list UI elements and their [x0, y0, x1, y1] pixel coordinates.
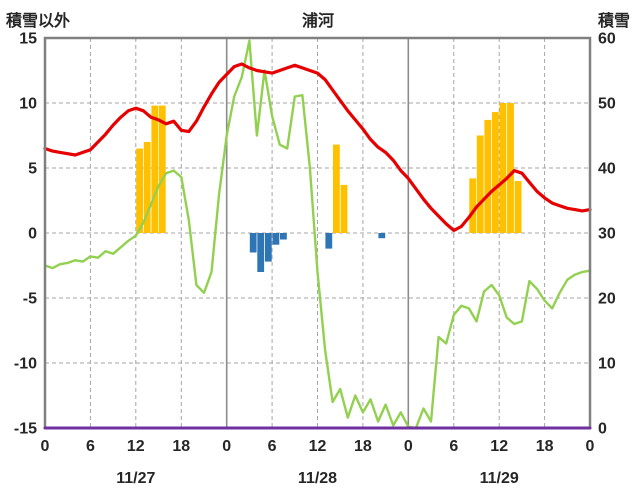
x-tick-label: 0 — [41, 438, 50, 455]
orange-bars — [340, 184, 348, 233]
right-axis-title: 積雪 — [597, 13, 630, 30]
left-tick-label: 5 — [28, 161, 37, 178]
orange-bars — [484, 119, 492, 233]
x-tick-label: 6 — [268, 438, 277, 455]
orange-bars — [151, 105, 159, 233]
orange-bars — [333, 144, 340, 233]
orange-bars — [143, 142, 151, 233]
left-tick-label: -10 — [14, 356, 37, 373]
x-tick-label: 0 — [222, 438, 231, 455]
right-tick-label: 50 — [598, 96, 616, 113]
left-tick-label: -5 — [23, 291, 37, 308]
blue-bars — [257, 233, 265, 272]
blue-bars — [325, 233, 333, 249]
red-line — [43, 62, 592, 232]
orange-bars — [136, 148, 143, 233]
left-axis-title: 積雪以外 — [6, 13, 71, 30]
orange-bars — [499, 103, 507, 233]
x-tick-label: 18 — [354, 438, 372, 455]
blue-bars — [280, 233, 287, 240]
orange-bars — [507, 103, 514, 233]
blue-bars — [249, 233, 257, 253]
orange-bars — [476, 135, 484, 233]
date-label: 11/27 — [116, 470, 155, 487]
x-tick-label: 0 — [404, 438, 413, 455]
right-tick-label: 20 — [598, 291, 616, 308]
left-tick-label: 15 — [19, 31, 37, 48]
orange-bars — [469, 178, 477, 233]
right-tick-label: 30 — [598, 226, 616, 243]
left-tick-label: -15 — [14, 421, 37, 438]
right-tick-label: 60 — [598, 31, 616, 48]
date-label: 11/28 — [298, 470, 337, 487]
x-tick-label: 18 — [536, 438, 554, 455]
x-tick-label: 12 — [490, 438, 508, 455]
left-tick-label: 0 — [28, 226, 37, 243]
blue-bars — [264, 233, 272, 262]
x-tick-label: 6 — [86, 438, 95, 455]
x-tick-label: 6 — [449, 438, 458, 455]
right-tick-label: 40 — [598, 161, 616, 178]
green-line — [43, 39, 592, 430]
x-tick-label: 12 — [127, 438, 145, 455]
date-label: 11/29 — [480, 470, 519, 487]
x-tick-label: 18 — [172, 438, 190, 455]
orange-bars — [158, 105, 166, 233]
x-tick-label: 12 — [309, 438, 327, 455]
orange-bars — [492, 112, 499, 233]
right-tick-label: 10 — [598, 356, 616, 373]
x-tick-label: 0 — [586, 438, 595, 455]
left-tick-label: 10 — [19, 96, 37, 113]
blue-bars — [378, 233, 386, 239]
orange-bars — [514, 181, 522, 233]
blue-bars — [272, 233, 280, 245]
right-tick-label: 0 — [598, 421, 607, 438]
chart-title: 浦河 — [301, 13, 334, 30]
